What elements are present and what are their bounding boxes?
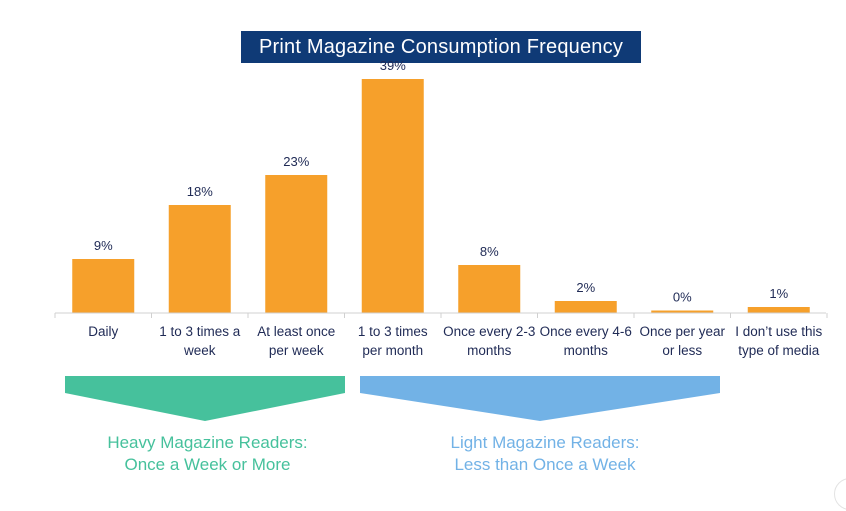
x-tick-label-line: per month — [362, 343, 424, 358]
x-tick-label: I don’t use this type of media — [729, 322, 829, 360]
bar — [458, 265, 521, 313]
x-tick-label-line: type of media — [738, 343, 820, 358]
x-tick-label: Once every 2-3 months — [439, 322, 539, 360]
x-tick-label-line: 1 to 3 times — [357, 324, 428, 339]
bar — [651, 310, 714, 313]
x-tick-label-line: per week — [268, 343, 324, 358]
bar — [361, 79, 424, 313]
x-tick-label-line: At least once — [257, 324, 336, 339]
data-label: 9% — [94, 238, 113, 253]
x-tick-label-line: week — [183, 343, 216, 358]
x-tick-label: Once per year or less — [632, 322, 732, 360]
heavy-readers-label-line2: Once a Week or More — [124, 455, 291, 474]
x-tick-label-line: months — [467, 343, 512, 358]
x-tick-label-line: Once every 4-6 — [539, 324, 632, 339]
light-readers-label: Light Magazine Readers: Less than Once a… — [380, 432, 710, 476]
x-axis-ticks — [54, 313, 828, 318]
data-label: 2% — [576, 280, 595, 295]
light-readers-label-line1: Light Magazine Readers: — [450, 433, 640, 452]
x-tick-label-line: Once every 2-3 — [443, 324, 536, 339]
x-tick-label: Once every 4-6 months — [536, 322, 636, 360]
bar — [265, 175, 328, 313]
x-tick-label: At least once per week — [246, 322, 346, 360]
x-tick-label-line: months — [563, 343, 608, 358]
x-tick-label-line: 1 to 3 times a — [159, 324, 241, 339]
light-readers-label-line2: Less than Once a Week — [454, 455, 636, 474]
light-readers-bracket — [360, 376, 720, 421]
x-tick-label-line: Daily — [88, 324, 119, 339]
data-label: 39% — [380, 58, 406, 73]
bar — [747, 307, 810, 313]
x-tick-label: 1 to 3 times a week — [150, 322, 250, 360]
x-tick-label-line: I don’t use this — [735, 324, 823, 339]
heavy-readers-bracket — [65, 376, 345, 421]
x-tick-label: 1 to 3 times per month — [343, 322, 443, 360]
bar — [72, 259, 135, 313]
data-label: 1% — [769, 286, 788, 301]
bars-group — [72, 79, 810, 313]
x-tick-label: Daily — [53, 322, 153, 341]
data-label: 23% — [283, 154, 309, 169]
bar — [168, 205, 231, 313]
heavy-readers-label: Heavy Magazine Readers: Once a Week or M… — [55, 432, 360, 476]
data-label: 8% — [480, 244, 499, 259]
data-label: 18% — [187, 184, 213, 199]
chart-title: Print Magazine Consumption Frequency — [241, 31, 641, 63]
heavy-readers-label-line1: Heavy Magazine Readers: — [107, 433, 308, 452]
bar — [554, 301, 617, 313]
data-labels-group: 9% 18% 23% 39% 8% 2% 0% 1% — [94, 58, 789, 305]
data-label: 0% — [673, 290, 692, 305]
x-tick-label-line: Once per year — [639, 324, 726, 339]
x-tick-label-line: or less — [662, 343, 703, 358]
